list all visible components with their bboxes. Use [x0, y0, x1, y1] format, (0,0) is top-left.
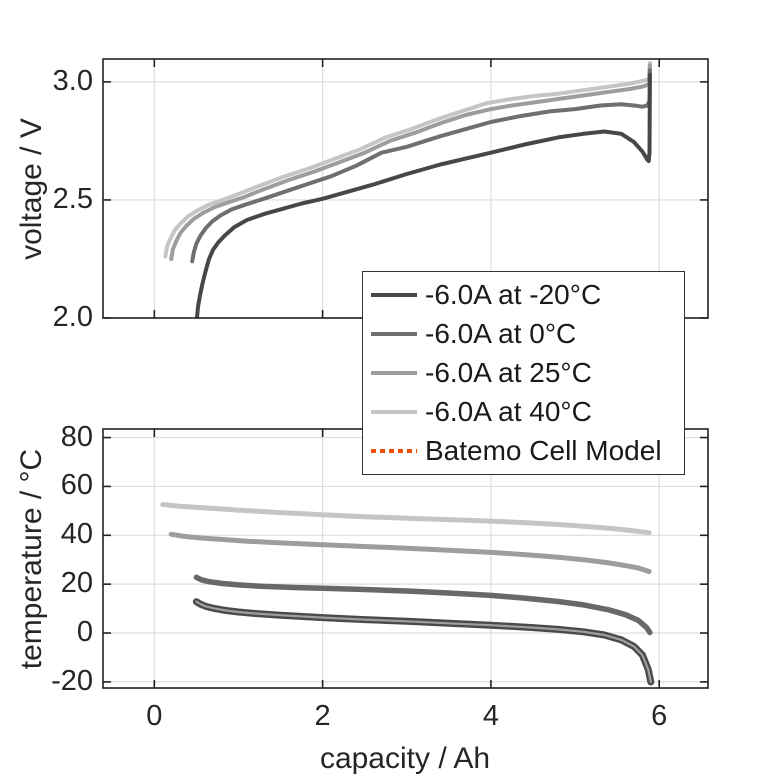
line-swatch-icon — [371, 370, 417, 375]
dotted-line-swatch-icon — [371, 448, 417, 453]
capacity-x-axis-label: capacity / Ah — [319, 742, 491, 775]
y-tick-label: 80 — [60, 420, 93, 453]
y-tick-label: 0 — [76, 616, 93, 649]
legend-row: Batemo Cell Model — [371, 432, 684, 470]
line-swatch-icon — [371, 332, 417, 337]
legend-label: -6.0A at 25°C — [425, 356, 592, 388]
line-swatch-icon — [371, 293, 417, 298]
y-tick-label: 40 — [60, 518, 93, 551]
series-line — [163, 61, 652, 259]
x-tick-label: 4 — [482, 700, 499, 732]
legend: -6.0A at -20°C -6.0A at 0°C -6.0A at 25°C -… — [362, 271, 685, 475]
series-line — [190, 68, 652, 264]
x-tick-label: 0 — [146, 700, 163, 732]
series-line — [168, 531, 652, 574]
legend-label: Batemo Cell Model — [425, 434, 662, 466]
line-swatch-icon — [371, 409, 417, 414]
y-tick-label: -20 — [51, 664, 93, 697]
series-line — [169, 63, 652, 261]
series-line — [194, 72, 652, 318]
y-tick-label: 20 — [60, 567, 93, 600]
y-tick-label: 2.5 — [52, 182, 93, 215]
legend-row: -6.0A at 40°C — [371, 393, 684, 431]
series-line — [160, 502, 652, 536]
series-line-core — [195, 600, 652, 684]
legend-label: -6.0A at 0°C — [425, 318, 577, 350]
y-tick-label: 3.0 — [52, 64, 93, 97]
series-line — [193, 574, 653, 636]
legend-label: -6.0A at -20°C — [425, 279, 602, 311]
legend-row: -6.0A at 0°C — [371, 315, 684, 353]
legend-label: -6.0A at 40°C — [425, 395, 592, 427]
y-tick-label: 2.0 — [52, 301, 93, 333]
legend-row: -6.0A at -20°C — [371, 276, 684, 314]
legend-row: -6.0A at 25°C — [371, 354, 684, 392]
y-tick-label: 60 — [60, 469, 93, 502]
x-tick-label: 6 — [651, 700, 668, 732]
x-tick-label: 2 — [314, 700, 331, 732]
